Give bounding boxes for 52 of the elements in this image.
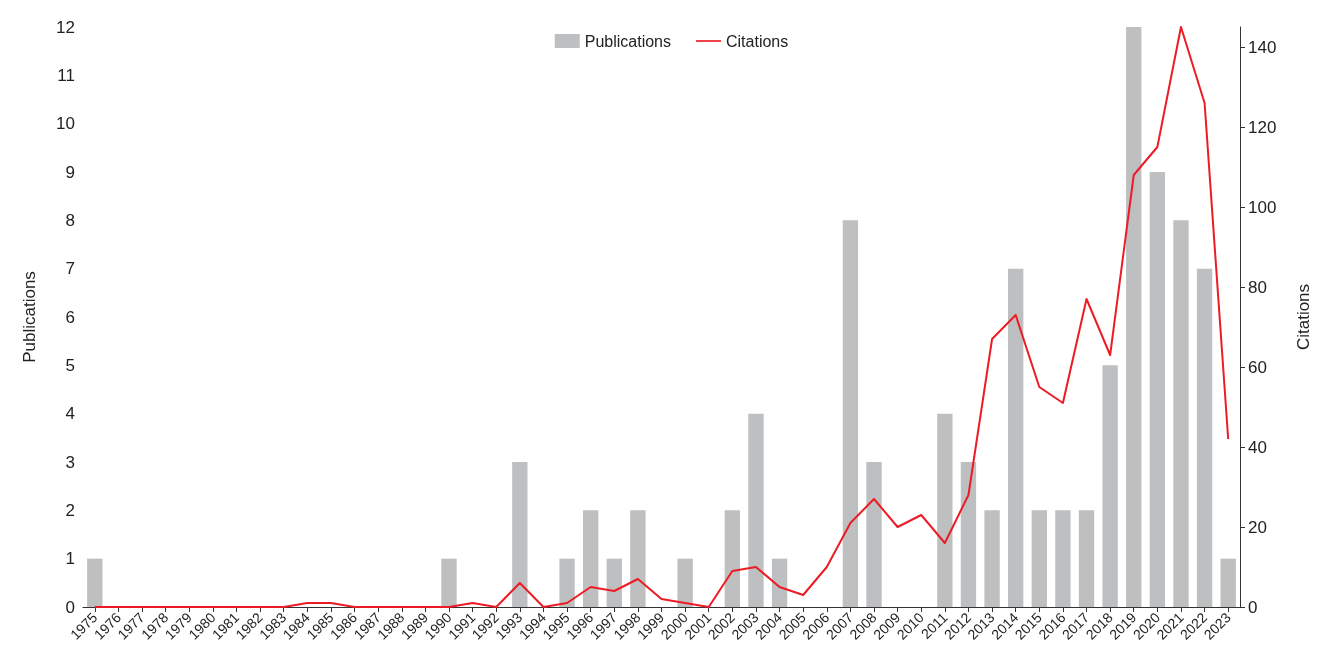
y-tick-label: 8 — [65, 210, 75, 230]
y2-tick-label: 40 — [1248, 437, 1267, 457]
bar — [441, 558, 457, 607]
y-tick-label: 12 — [56, 17, 75, 37]
y2-tick-label: 80 — [1248, 277, 1267, 297]
bar — [1126, 27, 1142, 607]
y-tick-label: 3 — [65, 452, 75, 472]
y-tick-label: 6 — [65, 307, 75, 327]
bar — [677, 558, 693, 607]
y-tick-label: 11 — [57, 65, 75, 85]
y-tick-label: 1 — [65, 549, 75, 569]
y-tick-label: 4 — [65, 404, 75, 424]
legend-label: Citations — [726, 32, 789, 50]
bar — [1008, 268, 1024, 607]
y-tick-label: 10 — [56, 114, 75, 134]
bar — [559, 558, 575, 607]
line-series — [93, 26, 1230, 608]
bar — [724, 510, 741, 607]
bar — [582, 510, 599, 607]
bar — [87, 558, 103, 607]
bar — [1031, 510, 1047, 607]
bar — [512, 462, 528, 607]
bar — [937, 413, 953, 607]
y-tick-label: 7 — [65, 259, 75, 279]
bar — [1102, 365, 1118, 607]
bar — [866, 462, 882, 607]
y2-axis-title: Citations — [1294, 283, 1313, 351]
bar — [1196, 268, 1213, 607]
bar — [771, 558, 788, 607]
y2-tick-label: 140 — [1248, 37, 1277, 57]
bar — [984, 510, 1000, 607]
legend-label: Publications — [584, 32, 672, 50]
bar — [606, 558, 622, 607]
y2-tick-label: 120 — [1248, 117, 1277, 137]
bar — [1149, 172, 1166, 607]
bar — [960, 462, 977, 607]
bar — [1078, 510, 1095, 607]
bar — [842, 220, 859, 607]
bar — [630, 510, 646, 607]
y-tick-label: 2 — [65, 500, 75, 520]
bar — [1055, 510, 1071, 607]
y-tick-label: 0 — [65, 597, 75, 617]
bar — [748, 413, 764, 607]
y-axis-title: Publications — [20, 271, 39, 363]
bar — [1220, 558, 1236, 607]
y2-tick-label: 20 — [1248, 517, 1267, 537]
y-tick-label: 9 — [65, 162, 75, 182]
y-tick-label: 5 — [65, 355, 75, 375]
bar — [1173, 220, 1189, 607]
y2-tick-label: 0 — [1248, 597, 1258, 617]
y2-tick-label: 100 — [1248, 197, 1277, 217]
y2-tick-label: 60 — [1248, 357, 1267, 377]
